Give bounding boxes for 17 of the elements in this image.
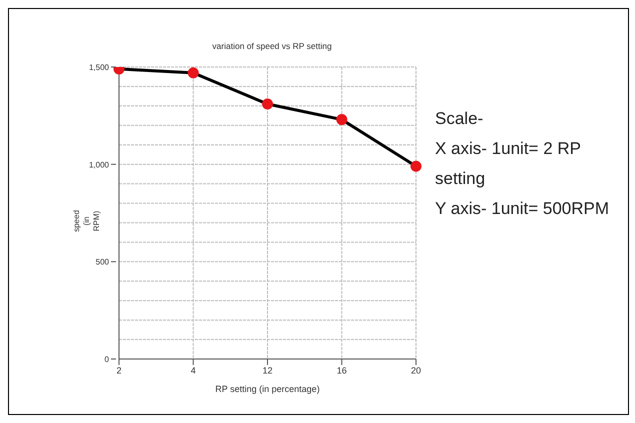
y-tick-label: 0 — [104, 355, 110, 364]
point — [188, 67, 199, 78]
y-tick-label: 500 — [96, 258, 110, 267]
x-tick-label: 12 — [262, 365, 273, 376]
point — [262, 98, 273, 110]
y-axis-title: speed (in RPM) — [72, 210, 101, 232]
point — [410, 160, 422, 172]
chart-title: variation of speed vs RP setting — [212, 41, 332, 51]
x-tick-label: 20 — [410, 365, 422, 376]
x-tick-label: 4 — [190, 365, 196, 376]
text: Scale- X axis- 1unit= 2 RP setting Y axis- 1unit= 500RPM — [435, 108, 610, 220]
x-axis-title: RP setting (in percentage) — [215, 384, 320, 394]
point — [336, 114, 348, 126]
x-tick-label: 2 — [116, 365, 122, 376]
y-tick-label: 1,500 — [88, 63, 110, 72]
y-tick-label: 1,000 — [88, 160, 110, 170]
x-tick-label: 16 — [336, 365, 347, 376]
